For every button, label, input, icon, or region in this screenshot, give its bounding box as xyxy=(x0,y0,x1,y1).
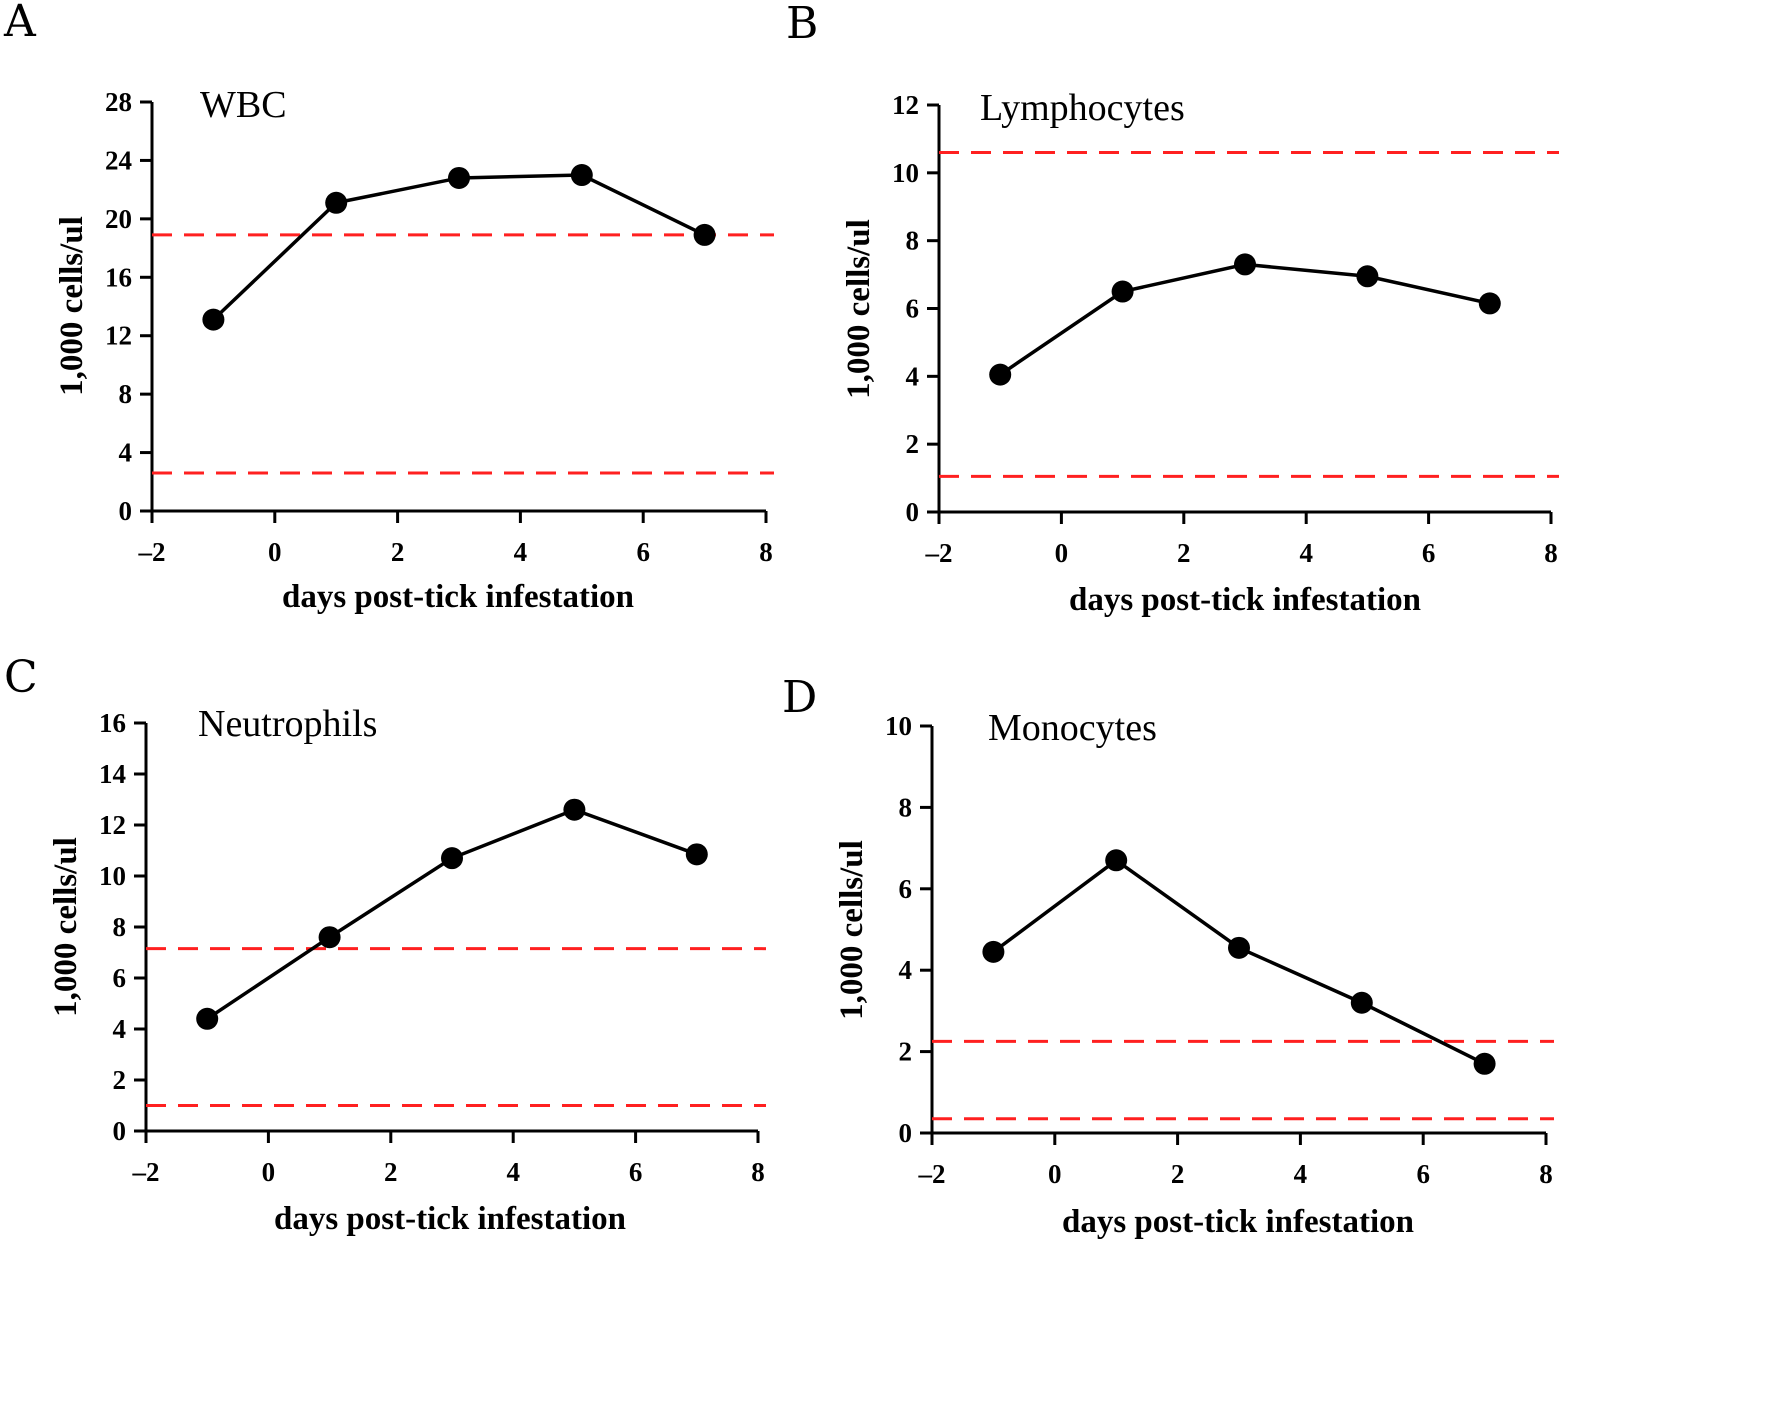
y-tick-label: 0 xyxy=(119,496,133,526)
y-tick-label: 4 xyxy=(119,438,133,468)
data-point xyxy=(1105,849,1128,872)
data-point xyxy=(202,308,225,331)
y-tick-label: 8 xyxy=(899,792,913,822)
series-line xyxy=(992,858,1486,1066)
x-tick-label: 4 xyxy=(1294,1159,1308,1189)
y-tick-label: 8 xyxy=(119,379,133,409)
y-tick-label: 12 xyxy=(99,810,126,840)
series-line xyxy=(999,262,1491,377)
x-tick-label: 6 xyxy=(629,1157,643,1187)
x-axis-label: days post-tick infestation xyxy=(1062,1204,1414,1240)
chart-title: Neutrophils xyxy=(198,703,377,745)
data-point xyxy=(318,926,341,949)
panel-letter: A xyxy=(3,0,37,47)
y-tick-label: 10 xyxy=(885,711,912,741)
series-line xyxy=(212,173,706,321)
data-point xyxy=(1350,991,1373,1014)
data-point xyxy=(1111,280,1134,303)
x-tick-label: 2 xyxy=(1177,538,1191,568)
y-tick-label: 4 xyxy=(113,1014,127,1044)
data-point xyxy=(1356,265,1379,288)
x-tick-label: 0 xyxy=(268,537,282,567)
chart-title: Monocytes xyxy=(988,707,1157,749)
x-tick-label: 6 xyxy=(636,537,650,567)
y-tick-label: 6 xyxy=(113,963,127,993)
data-point xyxy=(441,847,463,870)
y-tick-label: 8 xyxy=(113,912,127,942)
data-point xyxy=(989,363,1012,386)
x-axis-label: days post-tick infestation xyxy=(274,1201,626,1237)
x-tick-label: 6 xyxy=(1416,1159,1430,1189)
y-tick-label: 0 xyxy=(899,1118,913,1148)
y-tick-label: 6 xyxy=(899,874,913,904)
y-tick-label: 2 xyxy=(906,429,920,459)
chart-title: Lymphocytes xyxy=(980,87,1185,129)
x-tick-label: –2 xyxy=(925,538,953,568)
y-tick-label: 6 xyxy=(906,294,920,324)
data-point xyxy=(570,164,593,187)
data-point xyxy=(693,223,716,246)
y-tick-label: 0 xyxy=(906,497,920,527)
data-point xyxy=(196,1007,219,1030)
panel-letter: C xyxy=(4,652,38,703)
data-point xyxy=(563,798,586,821)
x-axis-label: days post-tick infestation xyxy=(1069,582,1421,618)
y-axis-label: 1,000 cells/ul xyxy=(48,837,84,1017)
x-tick-label: 8 xyxy=(1539,1159,1553,1189)
x-tick-label: 2 xyxy=(384,1157,398,1187)
x-tick-label: 6 xyxy=(1422,538,1436,568)
y-tick-label: 4 xyxy=(899,955,913,985)
x-axis-label: days post-tick infestation xyxy=(282,579,634,615)
y-tick-label: 16 xyxy=(105,262,132,292)
x-tick-label: 0 xyxy=(262,1157,276,1187)
y-tick-label: 20 xyxy=(105,204,132,234)
x-tick-label: 2 xyxy=(391,537,405,567)
series-line xyxy=(206,807,698,1021)
panel-letter: D xyxy=(782,672,817,723)
x-tick-label: 8 xyxy=(751,1157,765,1187)
y-tick-label: 12 xyxy=(892,90,919,120)
x-tick-label: 0 xyxy=(1048,1159,1062,1189)
x-tick-label: 8 xyxy=(759,537,773,567)
data-point xyxy=(982,940,1005,963)
y-tick-label: 10 xyxy=(892,158,919,188)
y-tick-label: 10 xyxy=(99,861,126,891)
data-point xyxy=(685,843,708,866)
x-tick-label: 4 xyxy=(1299,538,1313,568)
data-point xyxy=(1478,292,1501,315)
y-axis-label: 1,000 cells/ul xyxy=(834,840,870,1020)
y-tick-label: 2 xyxy=(899,1037,913,1067)
x-tick-label: 8 xyxy=(1544,538,1558,568)
x-tick-label: –2 xyxy=(138,537,166,567)
panel-letter: B xyxy=(786,0,818,49)
y-tick-label: 24 xyxy=(105,145,132,175)
y-axis-label: 1,000 cells/ul xyxy=(841,219,877,399)
data-point xyxy=(448,166,470,189)
chart-title: WBC xyxy=(200,84,287,126)
x-tick-label: –2 xyxy=(132,1157,160,1187)
y-tick-label: 4 xyxy=(906,361,920,391)
y-tick-label: 2 xyxy=(113,1065,127,1095)
y-tick-label: 0 xyxy=(113,1116,127,1146)
x-tick-label: 4 xyxy=(506,1157,520,1187)
y-tick-label: 28 xyxy=(105,87,132,117)
data-point xyxy=(325,191,348,214)
data-point xyxy=(1228,936,1250,959)
data-point xyxy=(1234,253,1256,276)
y-tick-label: 14 xyxy=(99,759,126,789)
x-tick-label: 2 xyxy=(1171,1159,1185,1189)
x-tick-label: 0 xyxy=(1055,538,1069,568)
y-tick-label: 12 xyxy=(105,321,132,351)
y-tick-label: 16 xyxy=(99,708,126,738)
x-tick-label: –2 xyxy=(918,1159,946,1189)
data-point xyxy=(1473,1052,1496,1075)
y-tick-label: 8 xyxy=(906,226,920,256)
x-tick-label: 4 xyxy=(514,537,528,567)
y-axis-label: 1,000 cells/ul xyxy=(54,216,90,396)
